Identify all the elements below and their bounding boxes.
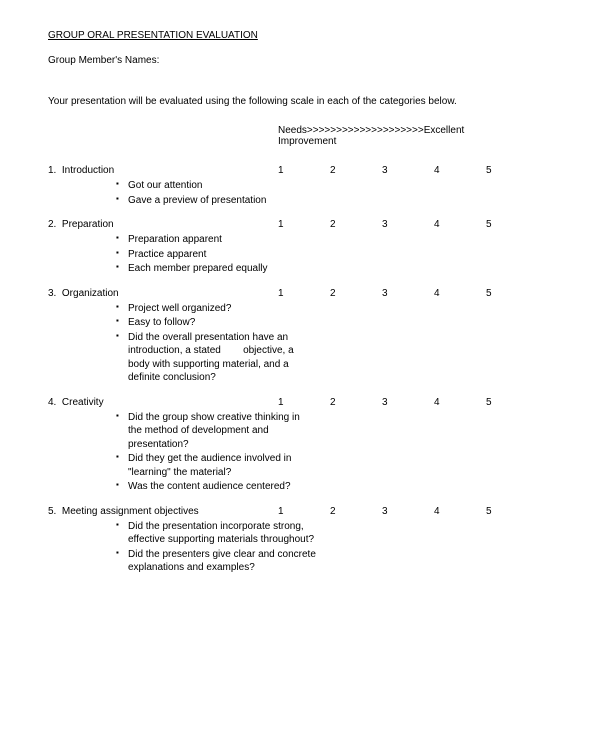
document-title: GROUP ORAL PRESENTATION EVALUATION — [48, 30, 552, 41]
rating-4: 4 — [434, 397, 486, 408]
members-label: Group Member's Names: — [48, 55, 552, 66]
rating-2: 2 — [330, 397, 382, 408]
bullet-item: Each member prepared equally — [116, 262, 316, 276]
bullet-item: Project well organized? — [116, 302, 316, 316]
rating-scale: 1 2 3 4 5 — [278, 397, 538, 408]
rating-4: 4 — [434, 165, 486, 176]
scale-arrows: >>>>>>>>>>>>>>>>>>>> — [307, 125, 424, 136]
rating-5: 5 — [486, 165, 538, 176]
section-title: Introduction — [62, 165, 114, 176]
bullet-item: Practice apparent — [116, 248, 316, 262]
scale-right-label: Excellent — [424, 125, 465, 136]
rating-1: 1 — [278, 506, 330, 517]
rating-1: 1 — [278, 165, 330, 176]
bullet-item: Did the group show creative thinking in … — [116, 411, 316, 452]
section-number: 5. — [48, 506, 56, 517]
section-number: 4. — [48, 397, 56, 408]
rating-2: 2 — [330, 165, 382, 176]
rating-2: 2 — [330, 288, 382, 299]
bullet-item: Did they get the audience involved in "l… — [116, 452, 316, 479]
section-title: Organization — [62, 288, 119, 299]
bullet-item: Easy to follow? — [116, 316, 316, 330]
document-page: GROUP ORAL PRESENTATION EVALUATION Group… — [0, 0, 600, 607]
bullet-item: Did the presenters give clear and concre… — [116, 548, 316, 575]
section-title: Preparation — [62, 219, 114, 230]
rating-5: 5 — [486, 506, 538, 517]
section-objectives: 5. Meeting assignment objectives 1 2 3 4… — [48, 506, 552, 575]
rating-5: 5 — [486, 397, 538, 408]
rating-2: 2 — [330, 506, 382, 517]
rating-scale: 1 2 3 4 5 — [278, 288, 538, 299]
rating-3: 3 — [382, 506, 434, 517]
scale-header: Needs>>>>>>>>>>>>>>>>>>>>Excellent Impro… — [48, 125, 552, 147]
bullet-item: Preparation apparent — [116, 233, 316, 247]
rating-1: 1 — [278, 219, 330, 230]
rating-3: 3 — [382, 288, 434, 299]
rating-scale: 1 2 3 4 5 — [278, 219, 538, 230]
section-introduction: 1. Introduction 1 2 3 4 5 Got our attent… — [48, 165, 552, 207]
rating-4: 4 — [434, 219, 486, 230]
section-title: Meeting assignment objectives — [62, 506, 199, 517]
rating-1: 1 — [278, 288, 330, 299]
rating-5: 5 — [486, 288, 538, 299]
section-preparation: 2. Preparation 1 2 3 4 5 Preparation app… — [48, 219, 552, 276]
rating-3: 3 — [382, 219, 434, 230]
section-organization: 3. Organization 1 2 3 4 5 Project well o… — [48, 288, 552, 385]
rating-3: 3 — [382, 397, 434, 408]
bullet-item: Did the overall presentation have an int… — [116, 331, 316, 385]
scale-left-label-2: Improvement — [278, 136, 336, 147]
rating-scale: 1 2 3 4 5 — [278, 165, 538, 176]
bullet-list: Got our attention Gave a preview of pres… — [48, 179, 552, 207]
instructions-text: Your presentation will be evaluated usin… — [48, 96, 552, 107]
rating-5: 5 — [486, 219, 538, 230]
bullet-item: Gave a preview of presentation — [116, 194, 316, 208]
scale-left-label: Needs — [278, 125, 307, 136]
bullet-item: Was the content audience centered? — [116, 480, 316, 494]
rating-scale: 1 2 3 4 5 — [278, 506, 538, 517]
bullet-item: Got our attention — [116, 179, 316, 193]
rating-1: 1 — [278, 397, 330, 408]
bullet-list: Project well organized? Easy to follow? … — [48, 302, 552, 385]
rating-2: 2 — [330, 219, 382, 230]
rating-4: 4 — [434, 506, 486, 517]
rating-4: 4 — [434, 288, 486, 299]
section-number: 3. — [48, 288, 56, 299]
bullet-list: Preparation apparent Practice apparent E… — [48, 233, 552, 276]
bullet-item: Did the presentation incorporate strong,… — [116, 520, 316, 547]
section-number: 1. — [48, 165, 56, 176]
bullet-list: Did the presentation incorporate strong,… — [48, 520, 552, 575]
section-creativity: 4. Creativity 1 2 3 4 5 Did the group sh… — [48, 397, 552, 494]
bullet-list: Did the group show creative thinking in … — [48, 411, 552, 494]
section-title: Creativity — [62, 397, 104, 408]
rating-3: 3 — [382, 165, 434, 176]
section-number: 2. — [48, 219, 56, 230]
